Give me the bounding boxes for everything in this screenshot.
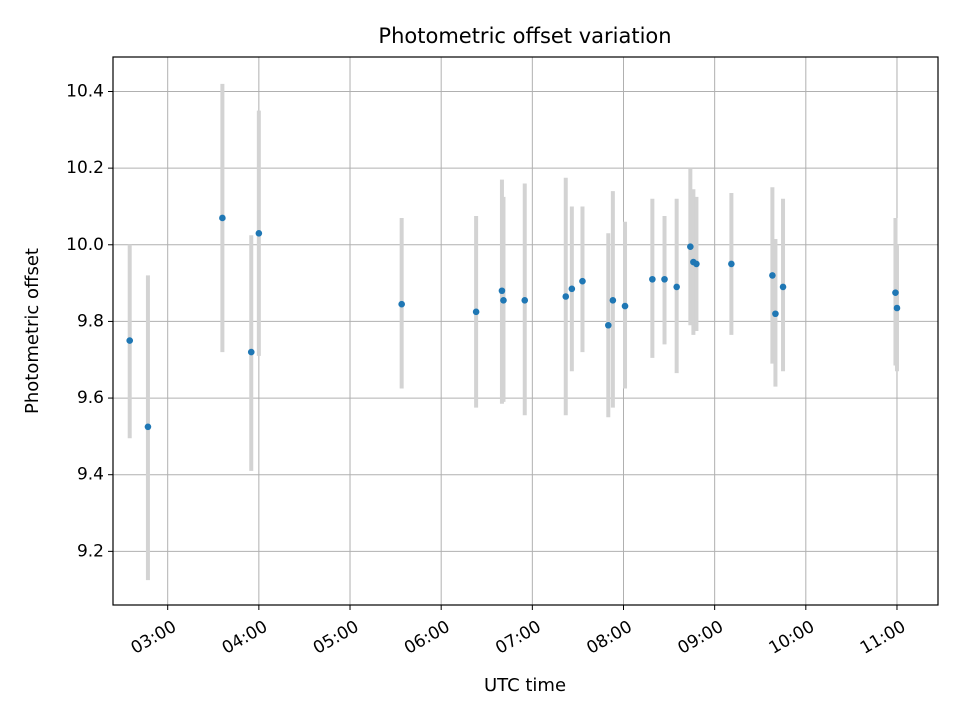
data-point: [472, 308, 480, 316]
data-point: [247, 348, 255, 356]
data-point: [605, 321, 612, 329]
data-point: [661, 275, 668, 283]
y-tick-label: 10.0: [66, 235, 104, 255]
y-tick-label: 9.2: [77, 541, 104, 561]
y-tick-label: 10.2: [66, 158, 104, 178]
data-point: [693, 260, 700, 268]
data-point: [772, 310, 779, 318]
data-point: [609, 297, 617, 304]
data-point: [521, 297, 529, 304]
chart-title: Photometric offset variation: [378, 24, 671, 48]
y-tick-label: 10.4: [66, 81, 104, 101]
data-point: [255, 229, 263, 237]
data-point: [126, 337, 134, 344]
data-point: [219, 214, 226, 222]
data-point: [568, 285, 576, 293]
x-axis-label: UTC time: [484, 675, 566, 696]
data-point: [649, 275, 656, 283]
y-tick-label: 9.4: [77, 465, 104, 485]
data-point: [769, 272, 776, 279]
data-point: [498, 287, 506, 295]
data-point: [579, 277, 586, 285]
data-points: [126, 214, 901, 431]
data-point: [144, 423, 152, 431]
plot-area-frame: [112, 56, 939, 606]
y-tick-label: 9.8: [77, 311, 104, 331]
data-point: [398, 300, 405, 308]
y-axis-label: Photometric offset: [22, 248, 43, 414]
data-point: [893, 304, 901, 312]
data-point: [779, 283, 787, 291]
y-tick-label: 9.6: [77, 388, 104, 408]
data-point: [673, 283, 680, 291]
y-axis-ticks: 9.2 9.4 9.6 9.8 10.0 10.2 10.4: [66, 81, 113, 561]
data-point: [728, 260, 735, 268]
data-point: [621, 302, 629, 310]
data-point: [892, 289, 899, 296]
data-point: [500, 297, 507, 304]
data-point: [687, 243, 694, 250]
data-point: [562, 293, 570, 300]
